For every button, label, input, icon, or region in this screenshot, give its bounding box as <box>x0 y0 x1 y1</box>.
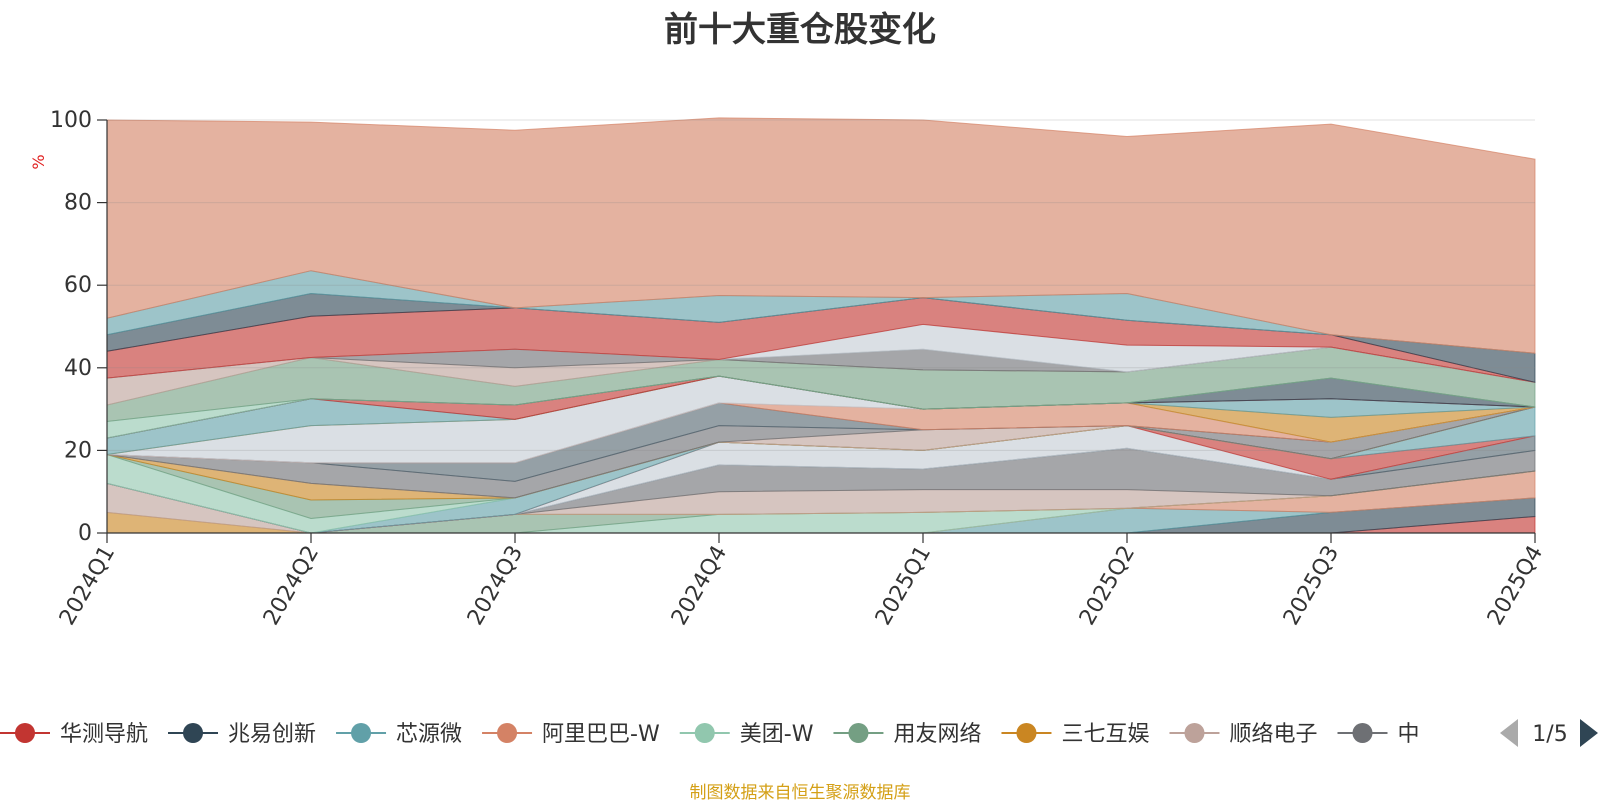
y-tick-label: 80 <box>64 191 92 216</box>
chart-title: 前十大重仓股变化 <box>664 10 936 50</box>
plot-area <box>106 117 1536 534</box>
legend-marker-1[interactable] <box>183 723 204 743</box>
legend-label-1[interactable]: 兆易创新 <box>228 722 316 747</box>
area-series-33 <box>106 117 1536 354</box>
legend-marker-4[interactable] <box>694 723 715 743</box>
legend-marker-6[interactable] <box>1016 723 1037 743</box>
y-tick-label: 20 <box>64 438 92 463</box>
y-tick-label: 40 <box>64 356 92 381</box>
legend-marker-3[interactable] <box>497 723 518 743</box>
y-tick-label: 60 <box>64 273 92 298</box>
x-tick-label: 2024Q4 <box>667 542 732 630</box>
source-footer: 制图数据来自恒生聚源数据库 <box>689 783 911 803</box>
legend-prev-page-icon[interactable] <box>1500 719 1518 747</box>
legend: 华测导航 兆易创新 芯源微 阿里巴巴-W 美团-W 用友网络 三七互娱 顺络电子 中 1/5 <box>0 700 1600 770</box>
legend-marker-5[interactable] <box>848 723 869 743</box>
legend-label-4[interactable]: 美团-W <box>740 722 814 747</box>
x-tick-label: 2025Q4 <box>1483 542 1548 630</box>
legend-label-6[interactable]: 三七互娱 <box>1061 722 1149 747</box>
legend-page-indicator: 1/5 <box>1532 722 1567 747</box>
x-tick-label: 2025Q2 <box>1075 542 1140 630</box>
x-tick-label: 2024Q3 <box>463 542 528 630</box>
x-tick-label: 2025Q1 <box>871 542 936 630</box>
x-tick-label: 2025Q3 <box>1279 542 1344 630</box>
legend-label-7[interactable]: 顺络电子 <box>1229 722 1317 747</box>
legend-marker-8[interactable] <box>1352 723 1373 743</box>
legend-label-0[interactable]: 华测导航 <box>60 722 148 747</box>
y-tick-label: 100 <box>50 108 92 133</box>
legend-marker-7[interactable] <box>1184 723 1205 743</box>
x-tick-label: 2024Q2 <box>259 542 324 630</box>
legend-label-8[interactable]: 中 <box>1398 722 1420 747</box>
legend-label-2[interactable]: 芯源微 <box>396 722 462 747</box>
legend-label-3[interactable]: 阿里巴巴-W <box>542 722 660 747</box>
legend-next-page-icon[interactable] <box>1580 719 1598 747</box>
y-axis-label: % <box>29 154 48 169</box>
legend-label-5[interactable]: 用友网络 <box>893 722 981 747</box>
legend-marker-2[interactable] <box>351 723 372 743</box>
x-tick-label: 2024Q1 <box>55 542 120 630</box>
y-tick-label: 0 <box>78 521 92 546</box>
legend-marker-0[interactable] <box>15 723 35 743</box>
